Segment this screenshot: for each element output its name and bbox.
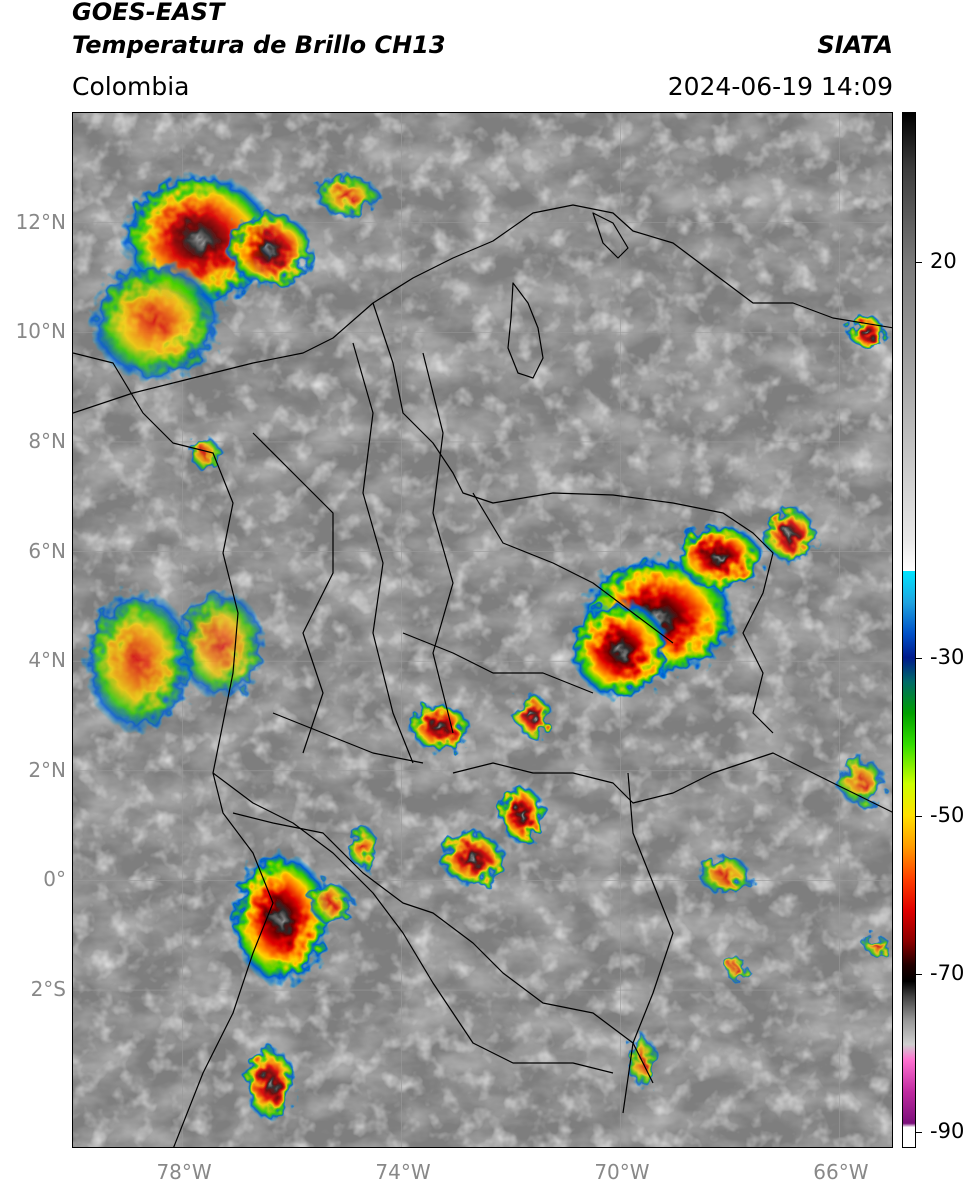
storm-cell [231,853,331,985]
border-peru-ecuador [212,772,614,1074]
state-line-2 [422,352,454,734]
storm-cell [513,694,552,738]
lat-tick-label: 10°N [15,319,66,344]
storm-cell [696,855,752,895]
satellite-map[interactable] [72,112,893,1148]
storm-cell [89,261,221,382]
storm-cell [499,784,544,845]
state-line-5 [402,632,594,694]
storm-cell [308,880,353,925]
colorbar-tick-label: -90 [930,1119,965,1144]
border-colombia-south [232,812,654,1084]
border-colombia-venezuela [372,302,774,734]
state-line-6 [272,712,424,764]
peninsula-guajira [592,212,629,259]
convective-cells [83,173,892,1122]
lat-tick-label: 2°S [30,977,66,1002]
coastline-caribbean [73,204,892,414]
lat-tick-label: 0° [43,867,66,892]
colorbar-tick [916,1132,922,1134]
storm-cell [721,957,749,980]
lon-tick-label: 70°W [594,1160,650,1184]
timestamp-label: 2024-06-19 14:09 [667,72,893,101]
colorbar-tick-label: -30 [930,644,965,669]
storm-cell [176,589,265,700]
storm-cell [187,436,221,470]
boundaries [73,204,892,1147]
colorbar-tick-label: 20 [930,249,957,274]
storm-cell [675,524,763,590]
lon-tick-label: 78°W [156,1160,212,1184]
colorbar [902,112,916,1148]
lat-tick-label: 4°N [28,648,66,673]
storm-cell [836,757,886,807]
border-amazon [622,772,674,1114]
storm-cell [863,935,892,958]
lat-tick-label: 6°N [28,538,66,563]
lon-tick-label: 66°W [813,1160,869,1184]
storm-cell [346,825,380,870]
lat-tick-label: 12°N [15,209,66,234]
state-line-4 [472,492,674,644]
lat-tick-label: 8°N [28,428,66,453]
storm-cell [847,315,886,349]
storm-cell [226,211,314,289]
coastline-pacific [73,352,274,1147]
satellite-title: GOES-EAST [72,0,225,26]
storm-cell [245,1044,295,1122]
state-line-3 [252,432,334,754]
storm-cell [762,507,818,563]
colorbar-tick [916,262,922,264]
lake-maracaibo [507,282,544,379]
product-title: Temperatura de Brillo CH13 [72,31,446,59]
colorbar-tick-label: -70 [930,961,965,985]
colorbar-tick-label: -50 [930,802,965,827]
storm-cell [313,173,380,218]
agency-label: SIATA [817,31,893,59]
colorbar-tick [916,657,922,659]
colorbar-tick [916,815,922,817]
colorbar-tick [916,974,922,975]
storm-cell [439,831,506,886]
border-east [452,752,892,813]
state-line-1 [352,342,414,764]
storm-cell [83,589,194,733]
storm-cell [571,600,670,700]
storm-cell [409,702,470,752]
map-canvas [73,113,892,1147]
region-label: Colombia [72,72,190,101]
lon-tick-label: 74°W [375,1160,431,1184]
lat-tick-label: 2°N [28,757,66,782]
